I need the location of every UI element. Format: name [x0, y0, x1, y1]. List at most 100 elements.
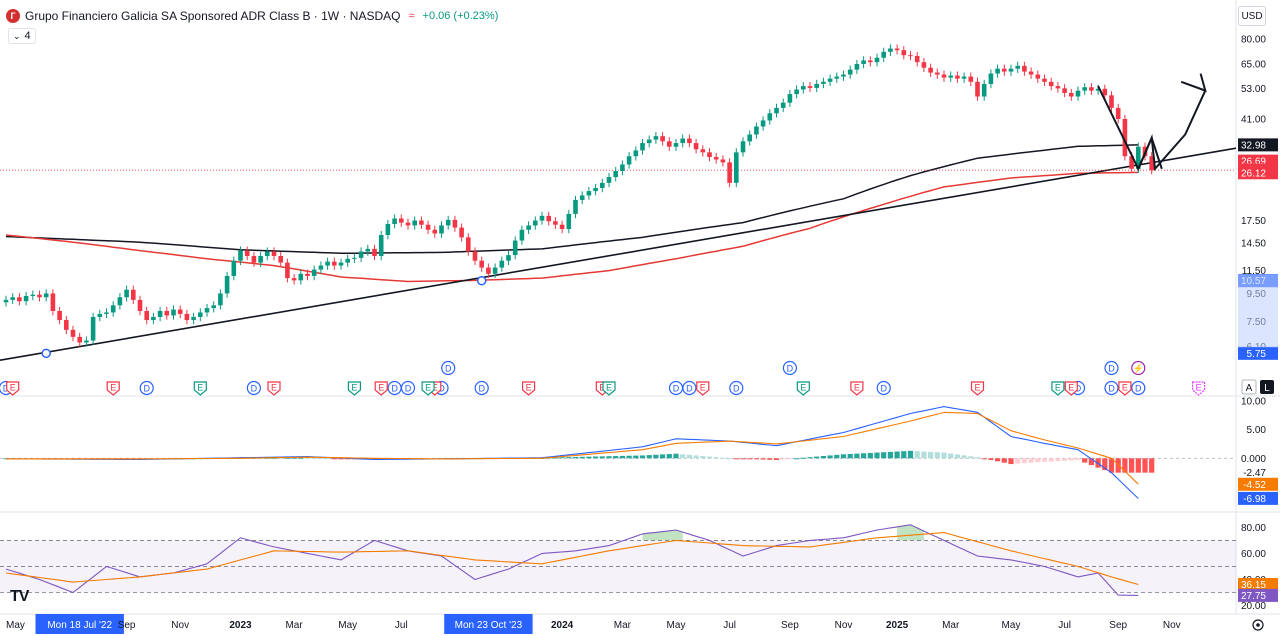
candle-body: [358, 251, 364, 258]
candle: [1035, 70, 1041, 83]
rsi-value-label: 27.75: [1241, 591, 1266, 602]
candle-body: [653, 136, 659, 140]
candle: [914, 51, 920, 67]
candle-body: [566, 213, 572, 230]
candle-body: [727, 162, 732, 183]
candle-body: [43, 293, 49, 298]
dividend-marker: D: [474, 380, 489, 396]
candle-body: [888, 48, 893, 52]
candle: [606, 172, 612, 188]
candle-body: [1122, 118, 1128, 157]
macd-signal-line: [6, 411, 1139, 485]
svg-text:E: E: [1068, 383, 1074, 393]
candle-body: [204, 308, 210, 313]
dividend-marker: D: [246, 380, 261, 396]
candle-body: [77, 336, 82, 343]
crosshair-date-bg: [35, 614, 124, 634]
candle: [814, 79, 819, 93]
candle-body: [3, 299, 9, 303]
macd-histogram-bar: [820, 456, 826, 459]
currency-button[interactable]: USD: [1238, 6, 1266, 26]
candle: [673, 138, 679, 151]
macd-histogram-bar: [867, 452, 873, 459]
candle: [928, 63, 933, 77]
candle-body: [854, 64, 860, 70]
candle-body: [305, 273, 310, 276]
svg-text:E: E: [10, 383, 16, 393]
auto-scale-button: A: [1241, 379, 1257, 395]
tradingview-logo[interactable]: TV: [10, 588, 29, 605]
macd-line: [6, 406, 1139, 499]
candle: [1002, 64, 1007, 76]
candle-body: [928, 67, 933, 73]
candle: [713, 152, 719, 164]
candle-body: [425, 224, 431, 230]
candle-body: [472, 251, 478, 261]
candle: [211, 301, 216, 313]
svg-text:E: E: [800, 383, 806, 393]
candle: [653, 132, 659, 144]
candle: [479, 256, 484, 272]
candle: [834, 72, 840, 83]
price-tick-label: 26.12: [1241, 168, 1266, 179]
svg-text:E: E: [378, 383, 384, 393]
earnings-marker: E: [850, 381, 864, 396]
time-tick-label: May: [667, 620, 686, 631]
candle-body: [760, 120, 766, 127]
macd-histogram-bar: [1135, 458, 1141, 473]
candle: [70, 325, 76, 342]
candle-body: [908, 55, 913, 57]
candle: [707, 148, 712, 162]
svg-text:E: E: [599, 383, 605, 393]
candle-body: [285, 262, 290, 279]
candle: [97, 309, 103, 322]
candle-body: [332, 261, 337, 266]
candle: [854, 59, 860, 74]
candle-body: [894, 48, 900, 51]
candle-body: [633, 150, 639, 157]
macd-histogram-bar: [948, 453, 954, 459]
candle-body: [1055, 86, 1061, 89]
split-marker: ⚡: [1131, 360, 1146, 376]
candle: [204, 304, 210, 317]
candle-body: [687, 138, 692, 144]
candle-body: [131, 289, 136, 300]
candle: [3, 295, 9, 307]
dividend-marker: D: [782, 360, 798, 376]
candle: [794, 85, 799, 99]
candle-body: [780, 102, 786, 108]
candle: [687, 134, 692, 148]
candle: [311, 265, 317, 281]
macd-histogram-bar: [921, 451, 927, 459]
rsi-band-background: [0, 524, 1236, 593]
candle: [646, 135, 652, 148]
candle-body: [419, 220, 424, 225]
macd-histogram-bar: [988, 458, 994, 460]
candle: [1082, 83, 1087, 95]
candle-body: [177, 309, 183, 314]
drawn-path: [1137, 135, 1163, 170]
time-tick-label: Mar: [285, 620, 303, 631]
company-logo-icon: Г: [6, 9, 20, 23]
candle-body: [861, 60, 866, 65]
candle-body: [995, 68, 1000, 74]
macd-histogram-bar: [961, 455, 967, 459]
macd-histogram-bar: [928, 451, 934, 459]
compare-icon[interactable]: ≈: [408, 10, 415, 22]
candle-body: [680, 138, 685, 144]
candle: [660, 132, 665, 146]
symbol-title[interactable]: Grupo Financiero Galicia SA Sponsored AD…: [25, 9, 401, 23]
candle: [224, 271, 230, 298]
dividend-marker: D: [1104, 380, 1119, 396]
chevron-down-icon: ⌄: [13, 30, 21, 41]
candle-body: [90, 316, 96, 341]
indicators-toggle-button[interactable]: ⌄ 4: [8, 28, 36, 44]
candle-body: [673, 143, 679, 147]
macd-histogram-bar: [371, 458, 378, 460]
candle-body: [372, 248, 377, 257]
candle-body: [1002, 68, 1007, 72]
candle-body: [378, 235, 384, 257]
candle-body: [827, 78, 833, 82]
time-tick-label: Nov: [835, 620, 853, 631]
